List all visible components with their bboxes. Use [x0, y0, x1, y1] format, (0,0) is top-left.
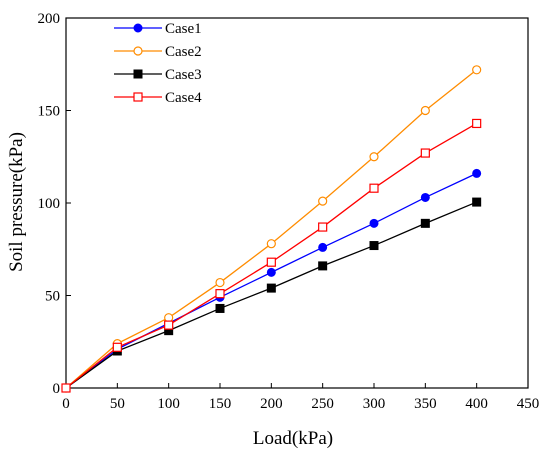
legend-marker-case4: [133, 92, 143, 102]
legend-label-case4: Case4: [165, 90, 202, 106]
data-point-case2: [472, 65, 482, 75]
data-point-case4: [164, 320, 174, 330]
legend-item-case1: Case1: [114, 21, 202, 37]
series-case1: [61, 168, 482, 393]
y-tick-label: 50: [45, 289, 60, 305]
x-tick-label: 450: [517, 396, 540, 412]
x-tick-label: 150: [209, 396, 232, 412]
data-point-case2: [266, 239, 276, 249]
x-tick-label: 50: [110, 396, 125, 412]
series-line-case1: [65, 172, 477, 389]
data-point-case2: [420, 105, 430, 116]
data-point-case1: [420, 192, 430, 202]
data-point-case3: [369, 241, 379, 251]
x-tick-label: 250: [311, 396, 334, 412]
data-point-case4: [369, 183, 379, 193]
axis-ticks: 0 50 100 150 200 250 300 350 400 450 0 50 100 150 200: [38, 11, 540, 412]
data-point-case3: [215, 303, 225, 313]
y-axis-title: Soil pressure(kPa): [6, 132, 27, 272]
y-tick-label: 100: [38, 196, 61, 212]
legend-marker-case1: [133, 23, 143, 33]
data-point-case4: [112, 342, 122, 352]
series-case4: [61, 118, 482, 393]
x-tick-label: 0: [62, 396, 70, 412]
series-line-case3: [65, 201, 477, 389]
x-tick-label: 100: [157, 396, 180, 412]
data-point-case1: [472, 168, 482, 178]
legend: Case1 Case2 Case3 Case4: [114, 21, 202, 106]
data-point-case1: [318, 242, 328, 252]
y-tick-label: 200: [38, 11, 61, 27]
legend-label-case3: Case3: [165, 67, 202, 83]
data-point-case3: [318, 261, 328, 271]
data-point-case1: [369, 218, 379, 228]
data-point-case2: [164, 313, 174, 323]
x-tick-label: 200: [260, 396, 283, 412]
x-axis-title: Load(kPa): [253, 428, 333, 449]
series-case3: [61, 197, 482, 393]
legend-marker-case3: [133, 69, 143, 79]
data-point-case4: [215, 289, 225, 299]
data-point-case4: [266, 257, 276, 267]
legend-label-case2: Case2: [165, 44, 202, 60]
series-layer: [61, 65, 482, 393]
legend-label-case1: Case1: [165, 21, 202, 37]
x-tick-label: 350: [414, 396, 437, 412]
data-point-case2: [215, 277, 225, 288]
data-point-case4: [61, 383, 71, 393]
data-point-case4: [472, 118, 482, 129]
data-point-case2: [318, 196, 328, 206]
data-point-case3: [420, 218, 430, 228]
legend-marker-case2: [133, 46, 143, 56]
y-tick-label: 0: [53, 381, 61, 397]
series-case2: [61, 65, 482, 393]
legend-item-case4: Case4: [114, 90, 202, 106]
data-point-case1: [266, 267, 276, 277]
data-point-case3: [472, 197, 482, 207]
x-tick-label: 300: [363, 396, 386, 412]
series-line-case2: [65, 69, 478, 389]
data-point-case3: [266, 283, 276, 293]
legend-item-case2: Case2: [114, 44, 202, 60]
y-tick-label: 150: [38, 104, 61, 120]
data-point-case4: [318, 222, 328, 232]
data-point-case2: [369, 152, 379, 162]
legend-item-case3: Case3: [114, 67, 202, 83]
data-point-case4: [420, 148, 430, 158]
x-tick-label: 400: [465, 396, 488, 412]
series-line-case4: [65, 122, 477, 389]
